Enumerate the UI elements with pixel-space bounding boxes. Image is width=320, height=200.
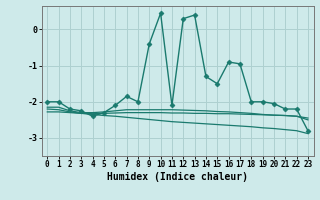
X-axis label: Humidex (Indice chaleur): Humidex (Indice chaleur) — [107, 172, 248, 182]
